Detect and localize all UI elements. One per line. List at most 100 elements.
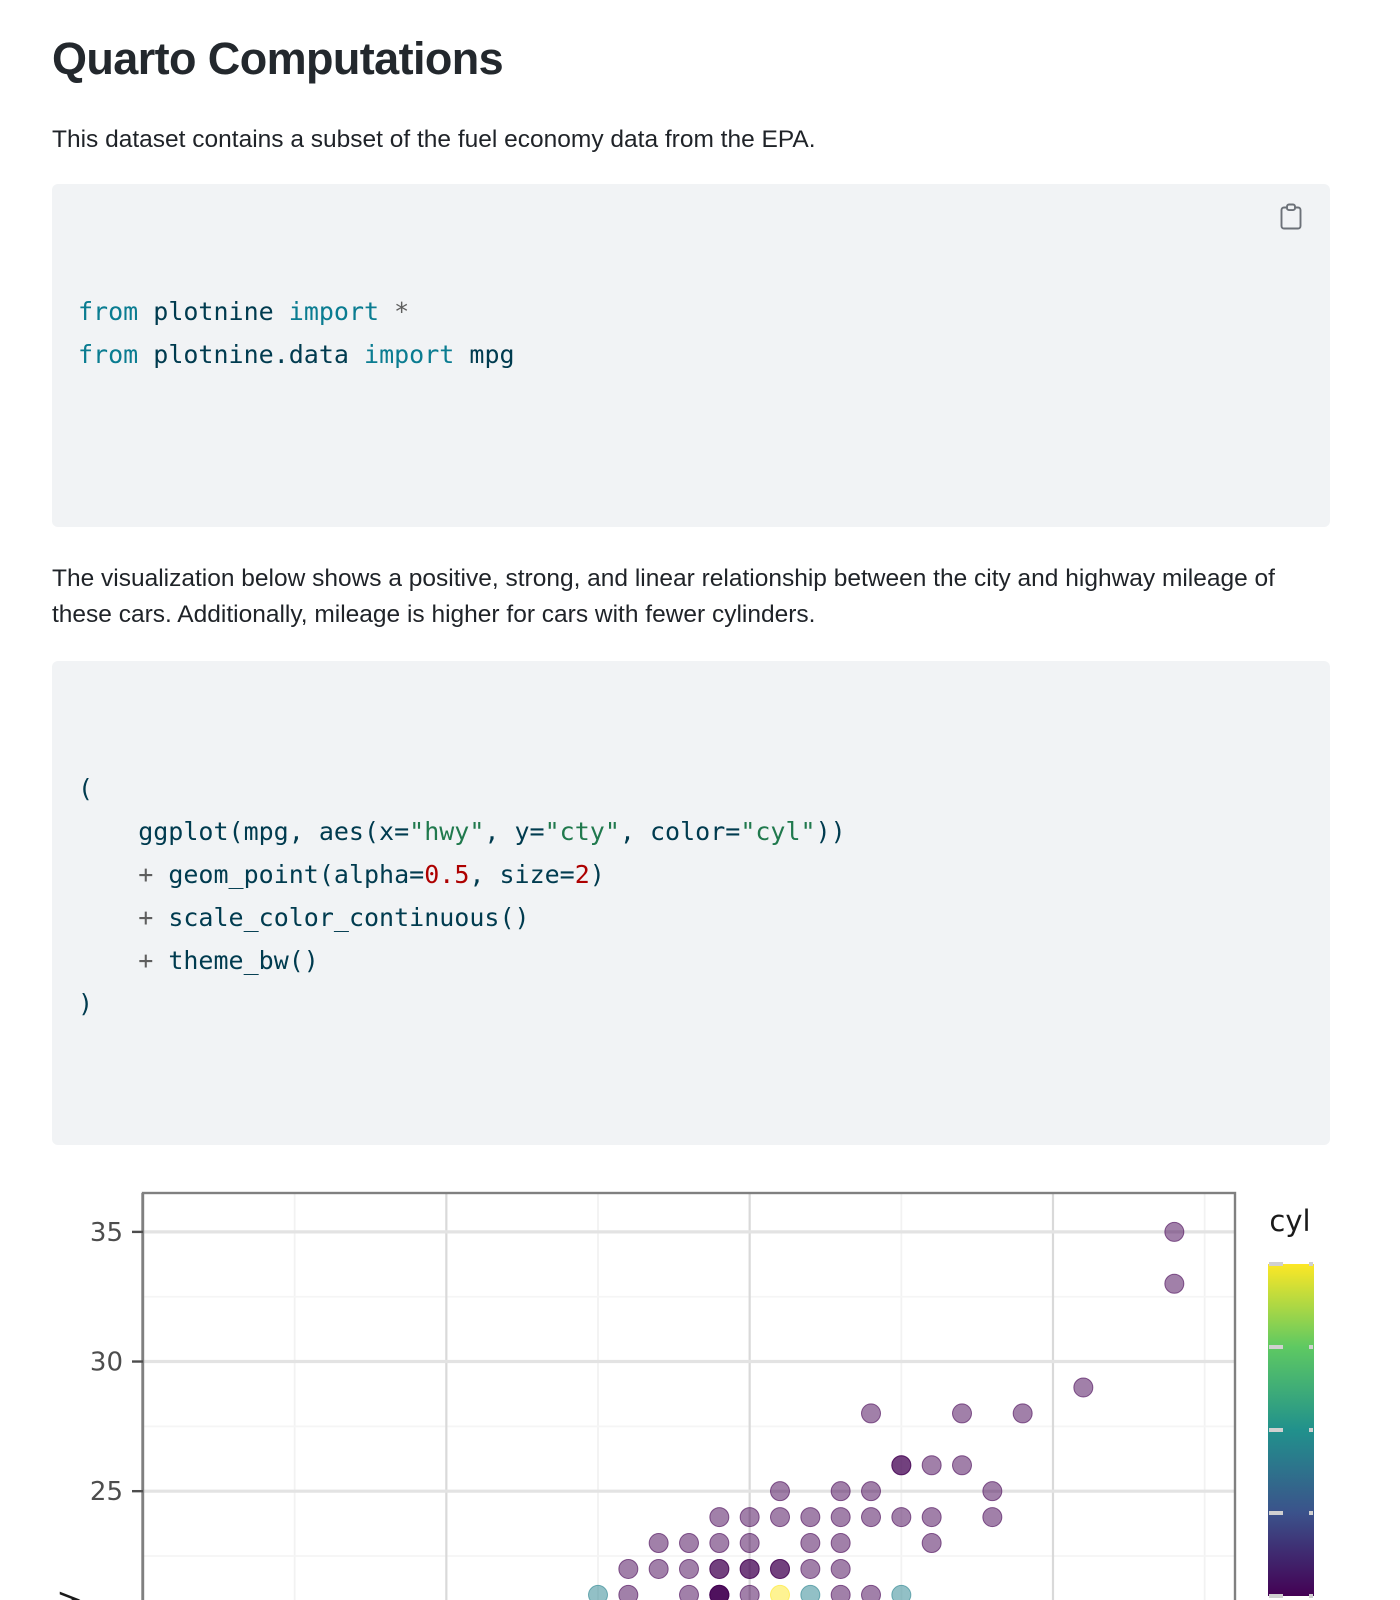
data-point xyxy=(739,1533,760,1554)
data-point xyxy=(679,1533,699,1554)
data-point xyxy=(830,1507,851,1528)
code-token: "hwy" xyxy=(409,817,485,847)
code-token xyxy=(274,297,289,326)
code-token: * xyxy=(394,296,410,326)
code-line: from plotnine.data import mpg xyxy=(78,333,1304,376)
code-token: from xyxy=(78,296,139,326)
code-token: + xyxy=(138,903,154,933)
data-point xyxy=(830,1585,851,1600)
data-point xyxy=(709,1507,730,1528)
data-point xyxy=(830,1559,851,1580)
code-line: from plotnine import * xyxy=(78,290,1304,333)
code-line: + geom_point(alpha=0.5, size=2) xyxy=(78,853,1304,896)
data-point xyxy=(618,1585,639,1600)
data-point xyxy=(739,1559,760,1580)
code-token: ggplot(mpg, aes(x= xyxy=(78,817,410,847)
y-axis-tick-label: 25 xyxy=(90,1477,123,1507)
code-token: theme_bw() xyxy=(153,946,319,976)
legend-title: cyl xyxy=(1269,1204,1310,1238)
data-point xyxy=(952,1455,972,1476)
data-point xyxy=(770,1559,790,1580)
code-token: scale_color_continuous() xyxy=(153,903,530,933)
code-token xyxy=(138,340,153,369)
clipboard-icon[interactable] xyxy=(1274,200,1308,234)
grid-major xyxy=(143,1193,1235,1600)
code-token: geom_point(alpha= xyxy=(153,860,425,890)
code-token: 0.5 xyxy=(424,860,470,890)
code-lines-plot: ( ggplot(mpg, aes(x="hwy", y="cty", colo… xyxy=(78,767,1304,1025)
code-line: ( xyxy=(78,767,1304,810)
document-content: Quarto Computations This dataset contain… xyxy=(52,33,1330,1146)
intro-paragraph: This dataset contains a subset of the fu… xyxy=(52,125,816,153)
data-point xyxy=(1012,1403,1033,1424)
code-token: ) xyxy=(589,860,605,890)
scatter-plot-svg: 1520253035 cty cyl xyxy=(49,1192,1314,1600)
description-paragraph: The visualization below shows a positive… xyxy=(52,564,1275,628)
code-token: plotnine xyxy=(153,296,274,326)
data-point xyxy=(739,1507,760,1528)
legend-ticks xyxy=(1269,1262,1313,1599)
code-token: , color= xyxy=(619,817,741,847)
code-token: "cty" xyxy=(544,817,620,847)
code-token: "cyl" xyxy=(740,817,816,847)
data-point xyxy=(800,1507,821,1528)
data-point xyxy=(891,1507,912,1528)
data-point xyxy=(921,1507,942,1528)
data-point xyxy=(921,1455,942,1476)
code-token xyxy=(454,340,469,369)
plot-panel xyxy=(141,1192,1237,1600)
code-token: plotnine.data xyxy=(153,339,349,369)
data-point xyxy=(770,1585,790,1600)
data-point xyxy=(861,1585,881,1600)
page-title: Quarto Computations xyxy=(52,33,504,84)
code-line: + scale_color_continuous() xyxy=(78,896,1304,939)
data-point xyxy=(709,1559,730,1580)
data-point xyxy=(770,1481,790,1502)
code-token: , y= xyxy=(484,817,545,847)
code-token: import xyxy=(364,339,455,369)
code-token: , size= xyxy=(469,860,575,890)
code-lines-imports: from plotnine import * from plotnine.data… xyxy=(78,290,1304,376)
data-point xyxy=(1073,1377,1094,1398)
code-token xyxy=(138,297,153,326)
data-point xyxy=(982,1481,1003,1502)
code-line: ggplot(mpg, aes(x="hwy", y="cty", color=… xyxy=(78,810,1304,853)
code-token: mpg xyxy=(469,339,515,369)
code-token xyxy=(78,860,138,889)
data-point xyxy=(800,1533,821,1554)
code-token: from xyxy=(78,339,139,369)
data-point xyxy=(770,1507,790,1528)
data-point xyxy=(830,1481,851,1502)
legend-colorbar[interactable]: cyl xyxy=(1268,1204,1314,1599)
data-point xyxy=(861,1403,881,1424)
data-point xyxy=(891,1455,912,1476)
data-point xyxy=(648,1533,669,1554)
code-token: + xyxy=(138,946,154,976)
code-token: 2 xyxy=(574,860,590,890)
data-point xyxy=(800,1585,821,1600)
data-point xyxy=(861,1507,881,1528)
data-point xyxy=(588,1585,608,1600)
code-token xyxy=(349,340,364,369)
code-block-plot[interactable]: ( ggplot(mpg, aes(x="hwy", y="cty", colo… xyxy=(52,661,1330,1146)
y-axis: 1520253035 xyxy=(90,1193,144,1600)
y-axis-tick-label: 35 xyxy=(90,1218,123,1248)
plot-figure: 1520253035 cty cyl xyxy=(0,1179,1400,1600)
code-line: ) xyxy=(78,982,1304,1025)
y-axis-title: cty xyxy=(49,1591,83,1600)
data-points-layer xyxy=(588,1222,1185,1600)
data-point xyxy=(861,1481,881,1502)
code-block-imports[interactable]: from plotnine import * from plotnine.data… xyxy=(52,183,1330,527)
data-point xyxy=(679,1559,699,1580)
clipboard-icon-svg xyxy=(1280,203,1302,230)
data-point xyxy=(952,1403,972,1424)
code-line: + theme_bw() xyxy=(78,939,1304,982)
code-token: import xyxy=(288,296,380,326)
data-point xyxy=(618,1559,639,1580)
data-point xyxy=(679,1585,699,1600)
data-point xyxy=(891,1585,912,1600)
data-point xyxy=(982,1507,1003,1528)
data-point xyxy=(830,1533,851,1554)
code-token xyxy=(78,903,138,932)
data-point xyxy=(1164,1274,1185,1294)
